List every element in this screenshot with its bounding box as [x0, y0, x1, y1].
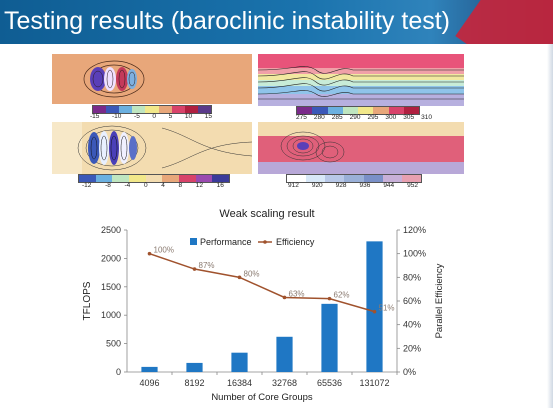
performance-bar — [321, 303, 338, 372]
efficiency-point — [282, 295, 287, 300]
colorbar-tick: 4 — [161, 182, 165, 189]
performance-bar — [186, 362, 203, 372]
colorbar-tick: 10 — [184, 113, 193, 120]
efficiency-data-label: 63% — [289, 289, 305, 298]
efficiency-line — [149, 252, 375, 313]
efficiency-point — [237, 275, 242, 280]
colorbar-tick: 936 — [359, 182, 371, 189]
y2-tick-label: 60% — [403, 296, 421, 306]
colorbar-tick: 305 — [403, 114, 415, 121]
colorbar-4-labels: 912 920 928 936 944 952 — [288, 182, 418, 189]
x-tick-label: 32768 — [272, 378, 297, 388]
colorbar-tick: 944 — [383, 182, 395, 189]
colorbar-tick: 280 — [313, 114, 325, 121]
colorbar-tick: 0 — [143, 182, 148, 189]
x-tick-label: 131072 — [359, 378, 389, 388]
y2-tick-label: 120% — [403, 225, 426, 235]
efficiency-data-label: 87% — [199, 261, 215, 270]
slide-title: Testing results (baroclinic instability … — [4, 7, 450, 35]
y-tick-label: 0 — [116, 367, 121, 377]
colorbar-tick: -15 — [90, 113, 100, 120]
efficiency-data-label: 51% — [379, 304, 395, 313]
colorbar-tick: 928 — [335, 182, 347, 189]
contour-panel-top-left — [52, 54, 252, 104]
colorbar-tick: 952 — [407, 182, 418, 189]
x-tick-label: 65536 — [317, 378, 342, 388]
colorbar-tick: 0 — [152, 113, 157, 120]
colorbar-tick: 912 — [288, 182, 299, 189]
y2-tick-label: 40% — [403, 320, 421, 330]
colorbar-1-labels: -15 -10 -5 0 5 10 15 — [90, 113, 212, 120]
title-bar: Testing results (baroclinic instability … — [0, 0, 553, 44]
contour-panel-bottom-left — [52, 122, 252, 174]
colorbar-tick: 310 — [421, 114, 432, 121]
colorbar-tick: 285 — [331, 114, 343, 121]
y-tick-label: 500 — [106, 339, 121, 349]
y-tick-label: 2500 — [101, 225, 121, 235]
contour-plot-4 — [258, 122, 464, 174]
efficiency-point — [372, 309, 377, 314]
efficiency-data-label: 62% — [334, 291, 350, 300]
performance-bar — [231, 352, 248, 372]
efficiency-point — [147, 251, 152, 256]
colorbar-tick: 15 — [204, 113, 212, 120]
contour-plot-2 — [258, 54, 464, 106]
legend-label-performance: Performance — [200, 237, 252, 247]
colorbar-tick: -10 — [112, 113, 122, 120]
colorbar-tick: -5 — [134, 113, 140, 120]
weak-scaling-chart: Weak scaling result 0 500 1000 1500 2000 2500… — [82, 208, 445, 403]
efficiency-data-label: 80% — [244, 269, 260, 278]
colorbar-1 — [92, 105, 212, 114]
colorbar-tick: 920 — [311, 182, 323, 189]
colorbar-tick: 300 — [385, 114, 397, 121]
colorbar-2-labels: 275 280 285 290 295 300 305 310 — [296, 114, 432, 121]
performance-bar — [276, 336, 293, 372]
efficiency-data-label: 100% — [154, 246, 174, 255]
legend-marker-efficiency — [263, 240, 267, 244]
legend-label-efficiency: Efficiency — [276, 237, 315, 247]
colorbar-tick: -4 — [124, 182, 131, 189]
contour-panel-top-right — [258, 54, 464, 106]
colorbar-tick: 8 — [178, 182, 183, 189]
colorbar-tick: 12 — [195, 182, 204, 189]
colorbar-tick: 295 — [367, 114, 379, 121]
title-accent — [455, 0, 553, 44]
plot-area: 0 500 1000 1500 2000 2500 0% 20% 40% 60% 80% 100% 12… — [82, 225, 445, 403]
colorbar-3-labels: -12 -8 -4 0 4 8 12 16 — [82, 182, 224, 189]
colorbar-tick: 16 — [216, 182, 224, 189]
y2-axis-label: Parallel Efficiency — [434, 263, 445, 338]
contour-plot-1 — [52, 54, 252, 104]
y-tick-label: 1000 — [101, 310, 121, 320]
y2-tick-label: 20% — [403, 343, 421, 353]
y-axis-label: TFLOPS — [82, 281, 93, 320]
x-axis-label: Number of Core Groups — [211, 392, 313, 403]
x-tick-label: 8192 — [184, 378, 204, 388]
colorbar-4 — [286, 174, 422, 183]
colorbar-tick: 290 — [349, 114, 361, 121]
performance-bar — [366, 241, 383, 372]
efficiency-point — [192, 267, 197, 271]
y2-tick-label: 0% — [403, 367, 416, 377]
efficiency-point — [327, 296, 332, 301]
slide-edge — [547, 44, 553, 408]
legend-swatch-performance — [190, 238, 197, 245]
contour-panel-bottom-right — [258, 122, 464, 174]
y-tick-label: 2000 — [101, 253, 121, 263]
y2-tick-label: 80% — [403, 272, 421, 282]
chart-title: Weak scaling result — [219, 208, 314, 220]
y2-tick-label: 100% — [403, 249, 426, 259]
colorbar-tick: 275 — [296, 114, 307, 121]
colorbar-tick: 5 — [168, 113, 173, 120]
contour-plot-3 — [52, 122, 252, 174]
colorbar-2 — [296, 106, 420, 115]
x-tick-label: 16384 — [227, 378, 252, 388]
y-tick-label: 1500 — [101, 282, 121, 292]
performance-bar — [141, 366, 158, 372]
x-tick-label: 4096 — [139, 378, 159, 388]
colorbar-tick: -12 — [82, 182, 92, 189]
colorbar-3 — [78, 174, 230, 183]
colorbar-tick: -8 — [105, 182, 111, 189]
